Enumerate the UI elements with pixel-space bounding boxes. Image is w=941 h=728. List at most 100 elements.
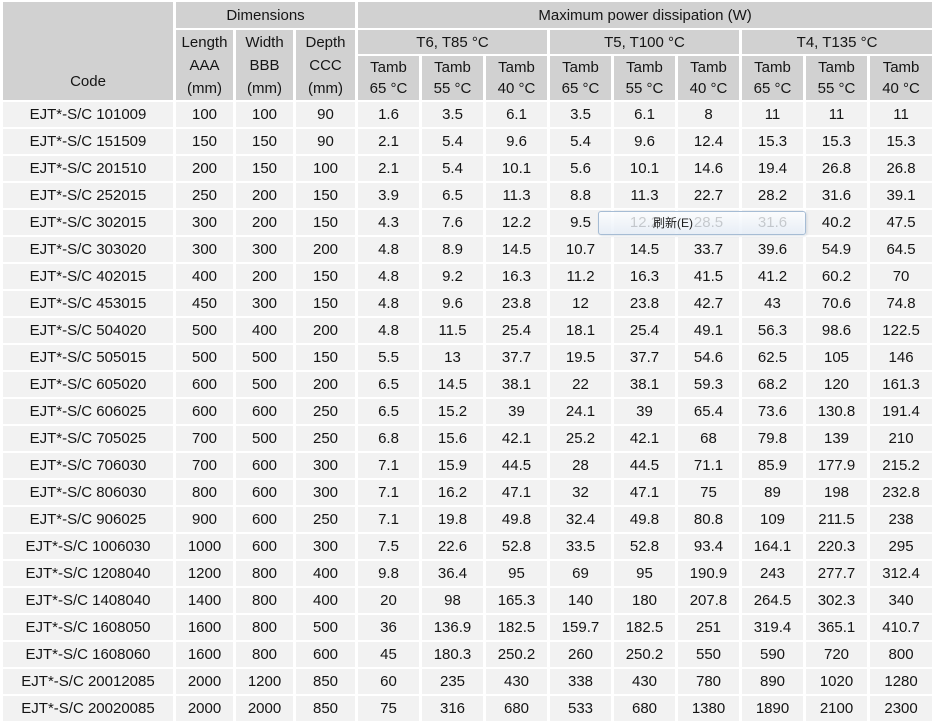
cell-value: 136.9 <box>422 615 483 640</box>
cell-value: 300 <box>296 480 355 505</box>
header-dim-line: (mm) <box>308 79 343 97</box>
cell-value: 10.1 <box>486 156 547 181</box>
cell-value: 122.5 <box>870 318 933 343</box>
header-tamb-7: Tamb 55 °C <box>806 56 867 100</box>
cell-value: 95 <box>486 561 547 586</box>
cell-value: 1400 <box>176 588 233 613</box>
cell-value: 25.2 <box>550 426 611 451</box>
cell-value: 200 <box>296 318 355 343</box>
cell-value: 400 <box>296 561 355 586</box>
cell-value: 400 <box>236 318 293 343</box>
cell-value: 159.7 <box>550 615 611 640</box>
cell-value: 302.3 <box>806 588 867 613</box>
cell-code: EJT*-S/C 705025 <box>3 426 173 451</box>
cell-value: 49.8 <box>486 507 547 532</box>
table-body: EJT*-S/C 101009 100 100 90 1.6 3.5 6.1 3.5 6.1 8 1… <box>3 102 933 721</box>
header-dim-line: Length <box>181 33 228 51</box>
cell-value: 312.4 <box>870 561 933 586</box>
cell-value: 215.2 <box>870 453 933 478</box>
cell-value: 250 <box>176 183 233 208</box>
cell-value: 7.1 <box>358 507 419 532</box>
cell-value: 5.4 <box>422 156 483 181</box>
cell-value: 74.8 <box>870 291 933 316</box>
cell-value: 260 <box>550 642 611 667</box>
cell-value: 7.5 <box>358 534 419 559</box>
cell-value: 4.8 <box>358 264 419 289</box>
cell-value: 600 <box>236 480 293 505</box>
header-tamb-line: Tamb <box>626 59 663 76</box>
cell-value: 47.1 <box>614 480 675 505</box>
header-dim-line: (mm) <box>247 79 282 97</box>
cell-value: 1.6 <box>358 102 419 127</box>
cell-value: 250 <box>296 426 355 451</box>
cell-value: 44.5 <box>486 453 547 478</box>
cell-value: 40.2 <box>806 210 867 235</box>
cell-value: 150 <box>176 129 233 154</box>
cell-value: 161.3 <box>870 372 933 397</box>
cell-code: EJT*-S/C 252015 <box>3 183 173 208</box>
cell-value: 200 <box>236 183 293 208</box>
cell-value: 6.5 <box>358 399 419 424</box>
cell-value: 232.8 <box>870 480 933 505</box>
cell-value: 164.1 <box>742 534 803 559</box>
header-tamb-line: 65 °C <box>561 80 600 97</box>
cell-value: 26.8 <box>806 156 867 181</box>
cell-value: 6.1 <box>486 102 547 127</box>
cell-value: 37.7 <box>486 345 547 370</box>
cell-value: 2000 <box>176 669 233 694</box>
cell-value: 85.9 <box>742 453 803 478</box>
table-row: EJT*-S/C 906025 900 600 250 7.1 19.8 49.8 32.4 4… <box>3 507 933 532</box>
cell-value: 295 <box>870 534 933 559</box>
cell-value: 130.8 <box>806 399 867 424</box>
cell-value: 235 <box>422 669 483 694</box>
header-dim-length: Length AAA (mm) <box>176 30 233 100</box>
cell-value: 68 <box>678 426 739 451</box>
cell-value: 600 <box>236 453 293 478</box>
cell-value: 109 <box>742 507 803 532</box>
cell-value: 12.4 <box>678 129 739 154</box>
cell-value: 60.2 <box>806 264 867 289</box>
header-dim-depth: Depth CCC (mm) <box>296 30 355 100</box>
cell-value: 100 <box>176 102 233 127</box>
cell-value: 28.2 <box>742 183 803 208</box>
cell-value: 338 <box>550 669 611 694</box>
cell-value: 365.1 <box>806 615 867 640</box>
header-code: Code <box>3 2 173 100</box>
cell-value: 800 <box>236 588 293 613</box>
cell-value: 37.7 <box>614 345 675 370</box>
cell-value: 430 <box>614 669 675 694</box>
cell-value: 190.9 <box>678 561 739 586</box>
cell-value: 12.2 <box>486 210 547 235</box>
header-temp-group-2: T4, T135 °C <box>742 30 933 54</box>
cell-value: 177.9 <box>806 453 867 478</box>
cell-value: 890 <box>742 669 803 694</box>
cell-value: 44.5 <box>614 453 675 478</box>
cell-value: 100 <box>296 156 355 181</box>
header-tamb-2: Tamb 40 °C <box>486 56 547 100</box>
header-temp-group-0: T6, T85 °C <box>358 30 547 54</box>
cell-value: 22 <box>550 372 611 397</box>
header-tamb-line: 55 °C <box>817 80 856 97</box>
cell-value: 2000 <box>176 696 233 721</box>
cell-value: 25.4 <box>614 318 675 343</box>
cell-value: 42.1 <box>486 426 547 451</box>
cell-value: 238 <box>870 507 933 532</box>
cell-value: 75 <box>358 696 419 721</box>
cell-value: 52.8 <box>486 534 547 559</box>
header-tamb-1: Tamb 55 °C <box>422 56 483 100</box>
header-dimensions: Dimensions <box>176 2 355 28</box>
cell-value: 16.3 <box>486 264 547 289</box>
cell-value: 62.5 <box>742 345 803 370</box>
cell-value: 3.5 <box>550 102 611 127</box>
cell-value: 39 <box>486 399 547 424</box>
header-tamb-line: 55 °C <box>625 80 664 97</box>
cell-value: 800 <box>870 642 933 667</box>
cell-code: EJT*-S/C 1006030 <box>3 534 173 559</box>
cell-value: 70 <box>870 264 933 289</box>
header-tamb-line: Tamb <box>690 59 727 76</box>
cell-value: 33.7 <box>678 237 739 262</box>
table-row: EJT*-S/C 505015 500 500 150 5.5 13 37.7 19.5 37.… <box>3 345 933 370</box>
header-row-subgroups: Length AAA (mm) Width BBB (mm) Depth CCC (mm) T6,… <box>3 30 933 100</box>
cell-value: 200 <box>236 264 293 289</box>
cell-value: 31.6 <box>806 183 867 208</box>
